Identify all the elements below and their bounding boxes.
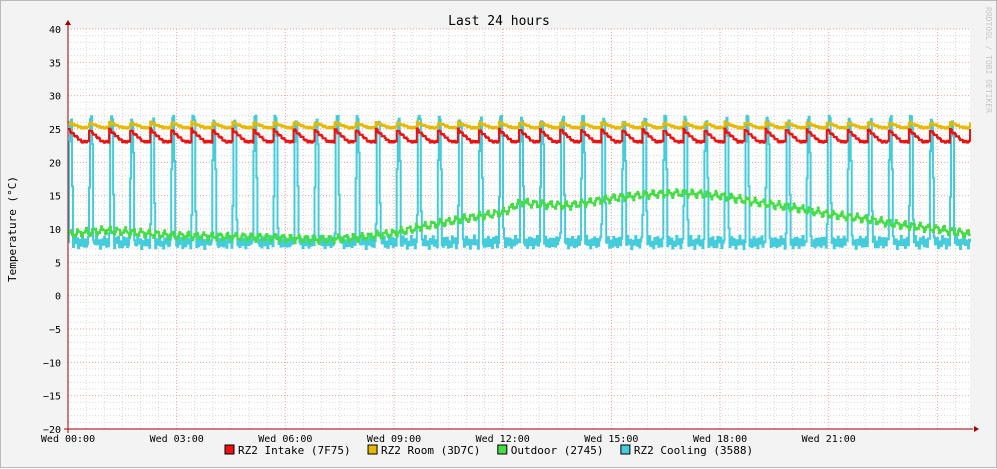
chart-title: Last 24 hours [448,14,550,29]
y-axis-arrow [65,20,71,25]
x-tick-label: Wed 12:00 [476,434,530,445]
y-tick-label: 25 [49,125,61,136]
y-tick-label: 30 [49,92,61,103]
legend-item: RZ2 Room (3D7C) [367,444,480,457]
legend-label: RZ2 Room (3D7C) [381,444,480,457]
series-line-rz2-cooling-3588 [68,114,971,251]
y-tick-label: 0 [55,292,61,303]
legend-swatch [620,444,631,455]
legend-item: RZ2 Intake (7F75) [224,444,351,457]
y-tick-label: 35 [49,58,61,69]
legend-swatch [224,444,235,455]
y-tick-label: −10 [43,358,61,369]
x-tick-label: Wed 15:00 [584,434,638,445]
y-tick-label: 15 [49,192,61,203]
x-tick-label: Wed 21:00 [802,434,856,445]
legend-swatch [367,444,378,455]
legend-label: RZ2 Cooling (3588) [634,444,753,457]
legend-item: Outdoor (2745) [497,444,604,457]
x-tick-labels: Wed 00:00 Wed 03:00 Wed 06:00 Wed 09:00 Wed … [41,434,856,445]
series-line-rz2-intake-7f75 [68,127,971,144]
y-tick-labels: 40 35 30 25 20 15 10 5 0 −5 −10 −15 −20 [43,25,61,436]
legend: RZ2 Intake (7F75) RZ2 Room (3D7C) Outdoor … [224,444,753,457]
y-tick-label: −20 [43,425,61,436]
axes [64,20,979,433]
legend-swatch [497,444,508,455]
legend-item: RZ2 Cooling (3588) [620,444,753,457]
x-tick-label: Wed 00:00 [41,434,95,445]
watermark: RRDTOOL / TOBI OETIKER [984,7,993,113]
y-tick-label: 20 [49,158,61,169]
y-tick-label: 40 [49,25,61,36]
series-line-rz2-room-3d7c [68,120,971,130]
y-tick-label: −15 [43,392,61,403]
x-axis-arrow [974,426,979,432]
y-tick-label: −5 [49,325,61,336]
series-layer [68,114,971,251]
x-tick-label: Wed 09:00 [367,434,421,445]
legend-label: RZ2 Intake (7F75) [238,444,351,457]
x-tick-label: Wed 18:00 [693,434,747,445]
series-line-outdoor-2745 [68,188,971,245]
y-tick-label: 10 [49,225,61,236]
x-tick-label: Wed 03:00 [150,434,204,445]
x-tick-label: Wed 06:00 [258,434,312,445]
y-axis-label: Temperature (°C) [6,176,19,282]
y-tick-label: 5 [55,258,61,269]
legend-label: Outdoor (2745) [511,444,604,457]
